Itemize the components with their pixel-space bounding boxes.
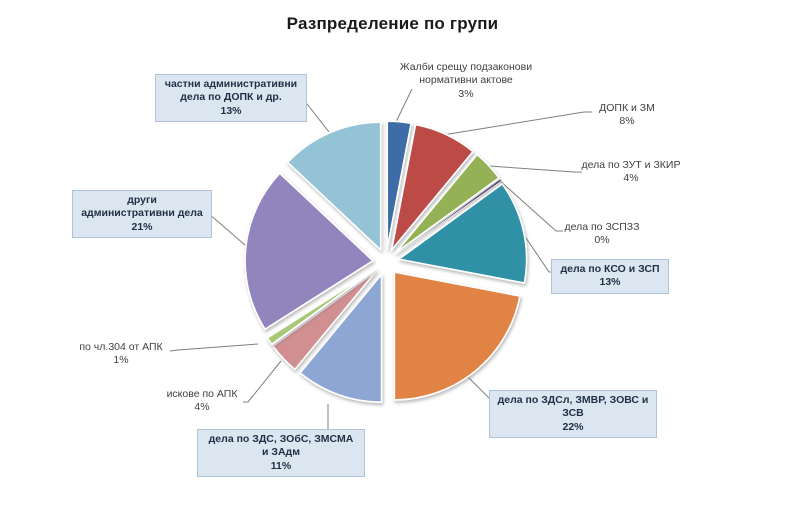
- pie-slice-9: [266, 268, 377, 346]
- leader-line-4: [498, 179, 563, 232]
- pie-slice-8: [272, 270, 378, 371]
- slice-label-6: дела по ЗДСл, ЗМВР, ЗОВС и ЗСВ 22%: [489, 390, 657, 439]
- slice-label-text: дела по ЗУТ и ЗКИР: [581, 159, 681, 171]
- slice-label-pct: 8%: [619, 115, 635, 128]
- slice-label-11: частни административни дела по ДОПК и др…: [155, 74, 307, 123]
- slice-label-text: други административни дела: [81, 194, 203, 220]
- slice-label-7: дела по ЗДС, ЗОбС, ЗМСМА и ЗАдм 11%: [197, 429, 365, 478]
- slice-label-text: искове по АПК: [166, 388, 238, 400]
- pie-slice-3: [394, 153, 500, 254]
- slice-label-text: дела по КСО и ЗСП: [560, 263, 660, 275]
- pie-slice-11: [286, 121, 382, 251]
- slice-label-pct: 21%: [131, 220, 153, 233]
- slice-label-pct: 1%: [113, 354, 129, 367]
- slice-label-text: ДОПК и ЗМ: [599, 102, 655, 114]
- slice-label-pct: 13%: [599, 276, 621, 289]
- leader-line-1: [393, 88, 413, 127]
- slice-label-pct: 0%: [594, 234, 610, 247]
- leader-line-9: [169, 343, 259, 352]
- slice-label-text: дела по ЗСПЗЗ: [564, 221, 640, 233]
- pie-slice-2: [390, 123, 474, 252]
- pie-slice-10: [244, 172, 374, 331]
- slice-label-5: дела по КСО и ЗСП 13%: [551, 259, 669, 294]
- slice-label-pct: 3%: [458, 87, 474, 100]
- slice-label-8: искове по АПК 4%: [147, 388, 257, 415]
- slice-label-text: дела по ЗДСл, ЗМВР, ЗОВС и ЗСВ: [497, 394, 649, 420]
- slice-label-2: ДОПК и ЗМ 8%: [572, 102, 682, 129]
- slice-label-3: дела по ЗУТ и ЗКИР 4%: [561, 159, 701, 186]
- slice-label-text: Жалби срещу подзаконови нормативни актов…: [399, 61, 533, 87]
- slice-label-text: по чл.304 от АПК: [79, 341, 163, 353]
- slice-label-text: дела по ЗДС, ЗОбС, ЗМСМА и ЗАдм: [208, 433, 354, 459]
- pie-slice-6: [393, 271, 521, 401]
- pie-slice-4: [396, 178, 502, 255]
- leader-line-8: [243, 360, 282, 403]
- slice-label-10: други административни дела 21%: [72, 190, 212, 239]
- slice-label-pct: 11%: [270, 459, 292, 472]
- leader-line-3: [488, 165, 582, 173]
- slice-label-pct: 4%: [194, 401, 210, 414]
- slice-label-pct: 22%: [562, 420, 584, 433]
- slice-label-pct: 13%: [220, 104, 242, 117]
- slice-label-9: по чл.304 от АПК 1%: [62, 341, 180, 368]
- pie-slice-1: [386, 120, 413, 250]
- slice-label-pct: 4%: [623, 172, 639, 185]
- slice-label-text: частни административни дела по ДОПК и др…: [164, 78, 298, 104]
- chart-title: Разпределение по групи: [286, 14, 499, 34]
- pie-slice-5: [397, 183, 528, 284]
- slice-label-1: Жалби срещу подзаконови нормативни актов…: [381, 61, 551, 101]
- pie-slice-7: [299, 273, 383, 404]
- leader-line-2: [442, 111, 592, 136]
- slice-label-4: дела по ЗСПЗЗ 0%: [547, 221, 657, 248]
